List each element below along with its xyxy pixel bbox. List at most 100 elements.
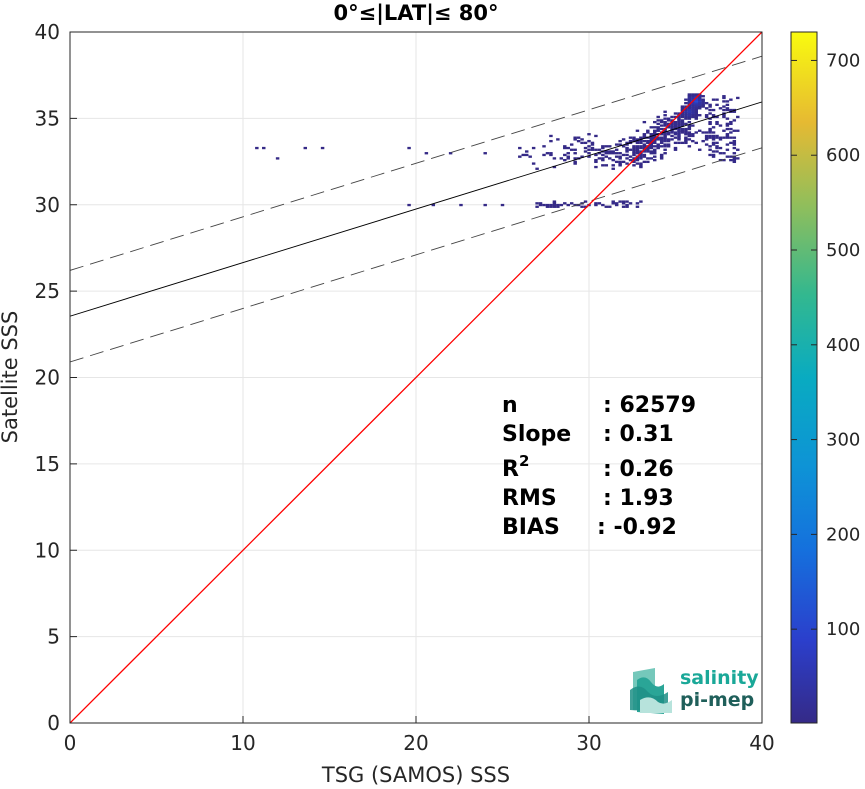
heatmap-cell [642, 145, 647, 148]
heatmap-cell [680, 120, 685, 124]
heatmap-cell [677, 124, 681, 127]
heatmap-cell [518, 155, 522, 158]
heatmap-cell [621, 205, 626, 208]
heatmap-cell [639, 157, 643, 160]
heatmap-cell [632, 157, 636, 160]
heatmap-cell [697, 107, 702, 110]
heatmap-cell [666, 122, 671, 126]
heatmap-cell [659, 127, 664, 131]
heatmap-cell [642, 153, 647, 157]
heatmap-cell [566, 146, 570, 150]
heatmap-cell [684, 98, 688, 101]
heatmap-cell [684, 136, 688, 139]
heatmap-cell [583, 146, 588, 150]
heatmap-cell [673, 146, 678, 150]
heatmap-cell [604, 145, 609, 148]
heatmap-cell [573, 160, 577, 164]
heatmap-cell [687, 95, 692, 98]
heatmap-cell [687, 145, 692, 148]
logo-text-salinity: salinity [680, 667, 759, 689]
heatmap-cell [663, 138, 667, 141]
heatmap-cell [659, 155, 664, 158]
colorbar-tick-label: 300 [826, 430, 860, 451]
heatmap-cell [524, 150, 529, 153]
heatmap-cell [618, 152, 622, 155]
heatmap-cell [708, 148, 712, 151]
heatmap-cell [653, 131, 657, 134]
salinity-pi-mep-logo: salinity pi-mep [630, 667, 759, 714]
heatmap-cell [583, 200, 588, 203]
heatmap-cell [691, 112, 695, 115]
heatmap-cell [687, 110, 692, 113]
heatmap-cell [632, 160, 636, 164]
heatmap-cell [711, 150, 716, 153]
heatmap-cell [697, 95, 702, 98]
heatmap-cell [729, 108, 733, 112]
heatmap-cell [625, 150, 629, 153]
heatmap-cell [732, 157, 737, 160]
stat-value-bias: : -0.92 [597, 515, 677, 540]
heatmap-cell [594, 203, 598, 207]
heatmap-cell [694, 117, 698, 120]
heatmap-cell [639, 145, 643, 148]
heatmap-cell [573, 152, 577, 155]
heatmap-cell [635, 158, 640, 162]
heatmap-cell [535, 202, 539, 205]
heatmap-cell [708, 145, 712, 148]
heatmap-cell [725, 108, 730, 112]
heatmap-cell [663, 122, 667, 126]
heatmap-cell [677, 117, 681, 120]
heatmap-cell [580, 138, 584, 141]
heatmap-cell [628, 139, 633, 143]
heatmap-cell [729, 141, 733, 145]
heatmap-cell [694, 105, 698, 108]
heatmap-cell [684, 141, 688, 145]
heatmap-cell [680, 107, 685, 110]
heatmap-cell [621, 138, 626, 141]
heatmap-cell [576, 139, 581, 143]
heatmap-cell [635, 129, 640, 132]
heatmap-cell [649, 139, 654, 143]
heatmap-cell [604, 150, 609, 153]
heatmap-cell [677, 127, 681, 131]
heatmap-cell [632, 150, 636, 153]
heatmap-cell [635, 150, 640, 153]
heatmap-cell [718, 146, 723, 150]
heatmap-cell [663, 114, 667, 117]
heatmap-cell [711, 155, 716, 158]
colorbar-tick-label: 400 [826, 335, 860, 356]
heatmap-cell [670, 115, 674, 119]
heatmap-cell [694, 107, 698, 110]
heatmap-cell [687, 105, 692, 108]
heatmap-cell [704, 136, 709, 139]
heatmap-cell [704, 138, 709, 141]
regression-lines [70, 32, 762, 723]
heatmap-cell [601, 203, 605, 207]
heatmap-cell [670, 122, 674, 126]
heatmap-cell [691, 134, 695, 138]
heatmap-cell [666, 131, 671, 134]
heatmap-cell [715, 122, 719, 126]
heatmap-cell [697, 98, 702, 101]
heatmap-cell [587, 139, 591, 143]
heatmap-cell [597, 152, 602, 155]
heatmap-cell [538, 203, 543, 207]
heatmap-cell [670, 134, 674, 138]
heatmap-cell [656, 115, 660, 119]
heatmap-cell [666, 145, 671, 148]
stat-value-slope: : 0.31 [603, 422, 674, 447]
heatmap-cell [601, 158, 605, 162]
heatmap-cell [653, 145, 657, 148]
heatmap-cell [653, 155, 657, 158]
chart-title: 0°≤|LAT|≤ 80° [333, 1, 498, 26]
heatmap-cell [677, 131, 681, 134]
heatmap-cell [704, 131, 709, 134]
heatmap-cell [718, 138, 723, 141]
heatmap-cell [659, 157, 664, 160]
heatmap-cell [649, 126, 654, 129]
heatmap-cell [649, 143, 654, 146]
heatmap-cell [736, 129, 740, 132]
heatmap-cell [542, 153, 546, 157]
heatmap-cell [687, 101, 692, 105]
x-tick-label: 0 [64, 731, 77, 755]
